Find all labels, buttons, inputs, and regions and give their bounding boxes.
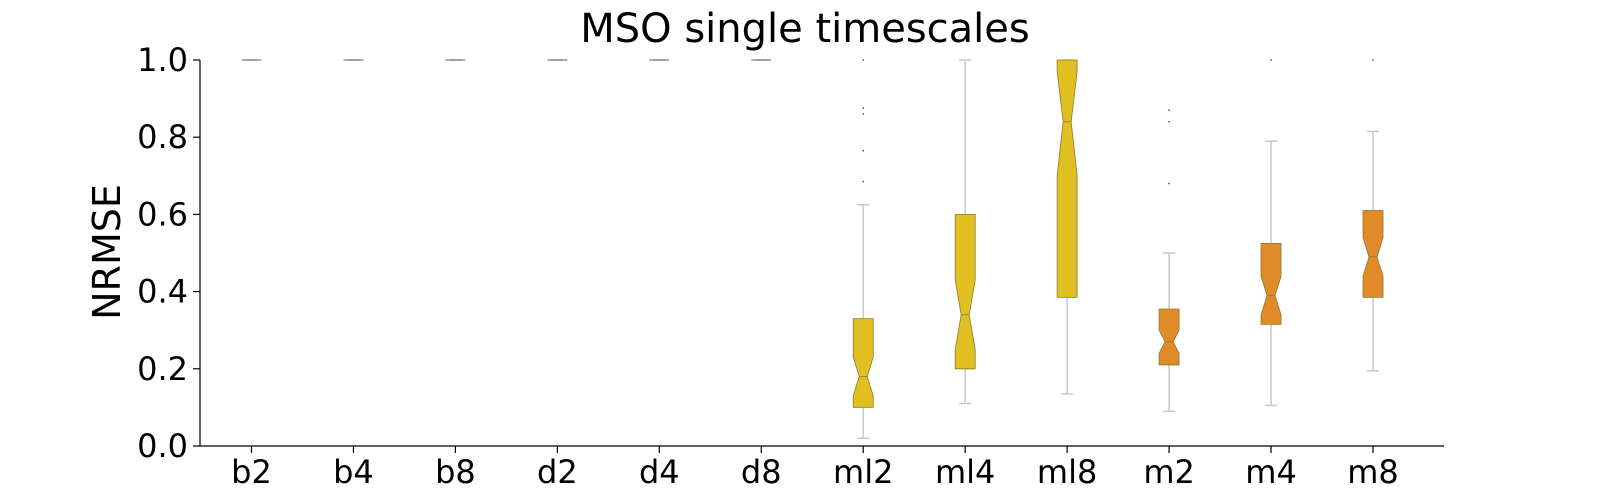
x-tick-label: ml8 [1037,453,1097,491]
box-body [1260,242,1282,325]
y-tick-label: 0.6 [137,195,188,233]
box-m8 [1362,59,1384,372]
box-ml4 [954,59,976,405]
flier-point [862,59,865,61]
chart-title: MSO single timescales [580,6,1030,52]
box-ml2 [852,59,874,440]
y-tick-label: 0.4 [137,273,188,311]
box-ml8 [1056,59,1078,395]
x-tick-label: ml2 [833,453,893,491]
box-body [1056,59,1078,298]
y-ticks: 0.0 0.2 0.4 0.6 0.8 1.0 [137,41,200,465]
flier-point [1372,59,1374,61]
x-tick-label: m2 [1143,453,1195,491]
flier-point [862,180,865,183]
x-tick-label: d2 [537,453,578,491]
x-tick-label: m8 [1347,453,1399,491]
flier-point [862,107,865,110]
box-body [1158,308,1180,366]
box-body [852,318,874,408]
flier-point [862,149,865,152]
box-m2 [1158,109,1180,413]
box-m4 [1260,59,1282,407]
x-tick-label: d4 [639,453,680,491]
box-body [1362,210,1384,298]
plot-area [241,59,1384,440]
y-tick-label: 0.2 [137,350,188,388]
x-tick-label: b2 [231,453,272,491]
flier-point [1168,109,1170,112]
flier-point [1168,120,1170,123]
y-tick-label: 1.0 [137,41,188,79]
x-tick-label: m4 [1245,453,1297,491]
x-tick-label: d8 [741,453,782,491]
flier-point [1270,59,1272,61]
y-axis-label: NRMSE [85,184,129,320]
flier-point [862,113,865,115]
x-tick-label: ml4 [935,453,995,491]
x-ticks: b2 b4 b8 d2 d4 d8 ml2 ml4 ml8 m2 m4 m8 [231,446,1399,491]
x-tick-label: b4 [333,453,374,491]
y-tick-label: 0.8 [137,118,188,156]
x-tick-label: b8 [435,453,476,491]
flier-point [1168,182,1170,185]
y-tick-label: 0.0 [137,427,188,465]
box-body [954,213,976,370]
